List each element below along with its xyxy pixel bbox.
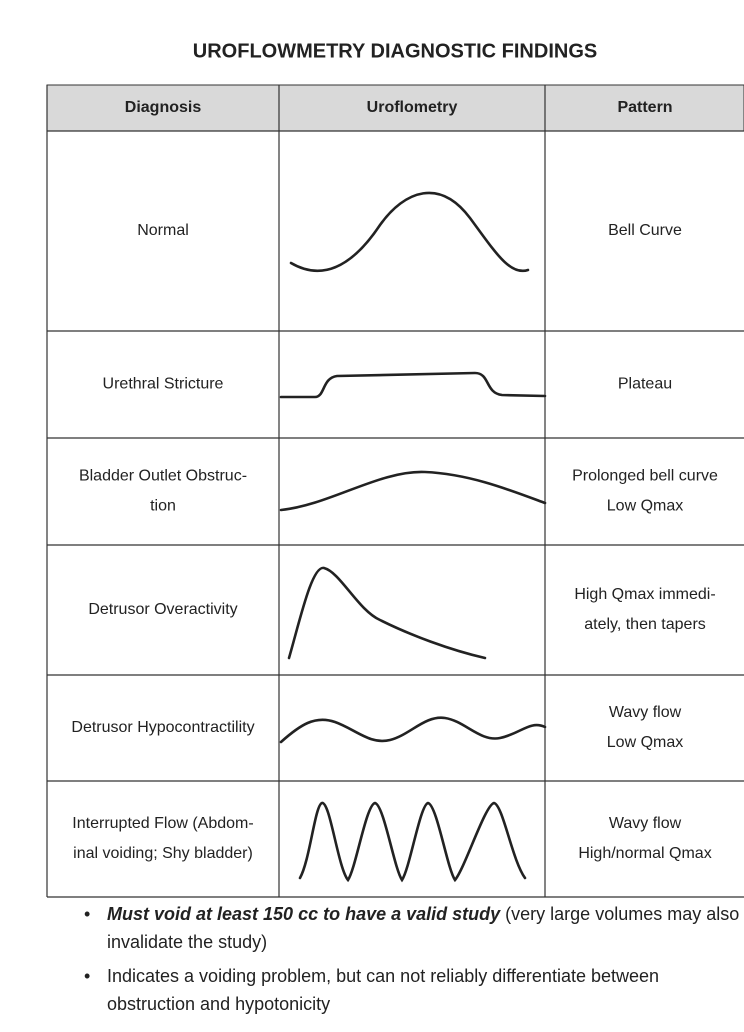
pattern-text: High Qmax immedi- — [574, 586, 715, 603]
title: UROFLOWMETRY DIAGNOSTIC FINDINGS — [193, 40, 597, 62]
pattern-text: Wavy flow — [609, 815, 682, 832]
diagnosis-text: inal voiding; Shy bladder) — [73, 845, 253, 862]
diagnosis-text: Detrusor Overactivity — [88, 601, 237, 618]
bullet-text: (very large volumes may also invalidate … — [107, 904, 740, 952]
plateau-curve — [279, 371, 547, 399]
overactivity-curve — [287, 566, 487, 660]
diagnosis-text: Urethral Stricture — [103, 376, 224, 393]
diagnosis-text: tion — [150, 498, 176, 515]
pattern-text: Wavy flow — [609, 704, 682, 721]
diagnosis-text: Normal — [137, 222, 189, 239]
wavy-curve — [279, 716, 547, 744]
pattern-text: Low Qmax — [607, 734, 683, 751]
bullet-text: Indicates a voiding problem, but can not… — [107, 966, 660, 1014]
bullet-emphasis: Must void at least 150 cc to have a vali… — [107, 904, 501, 924]
pattern-text: Low Qmax — [607, 498, 683, 515]
bullet-list: • Must void at least 150 cc to have a val… — [0, 900, 744, 1024]
bell-curve — [289, 191, 530, 273]
header-row — [46, 84, 744, 132]
diagnosis-text: Bladder Outlet Obstruc- — [79, 468, 247, 485]
pattern-text: Bell Curve — [608, 222, 682, 239]
bullet: • Indicates a voiding problem, but can no… — [0, 962, 744, 1018]
pattern-text: High/normal Qmax — [578, 845, 711, 862]
column-header: Pattern — [617, 99, 672, 116]
bullet-dot: • — [84, 904, 91, 924]
table-grid — [46, 85, 744, 898]
document: UROFLOWMETRY DIAGNOSTIC FINDINGS Diagnos… — [46, 40, 744, 898]
pattern-text: Plateau — [618, 376, 672, 393]
interrupted-curve — [298, 801, 527, 883]
pattern-text: Prolonged bell curve — [572, 468, 718, 485]
diagnosis-text: Detrusor Hypocontractility — [71, 719, 254, 736]
pattern-text: ately, then tapers — [584, 616, 706, 633]
column-header: Uroflometry — [367, 99, 458, 116]
bullet: • Must void at least 150 cc to have a val… — [0, 900, 744, 956]
column-header: Diagnosis — [125, 99, 202, 116]
diagnosis-text: Interrupted Flow (Abdom- — [72, 815, 253, 832]
prolonged-curve — [279, 470, 547, 512]
bullet-dot: • — [84, 966, 91, 986]
